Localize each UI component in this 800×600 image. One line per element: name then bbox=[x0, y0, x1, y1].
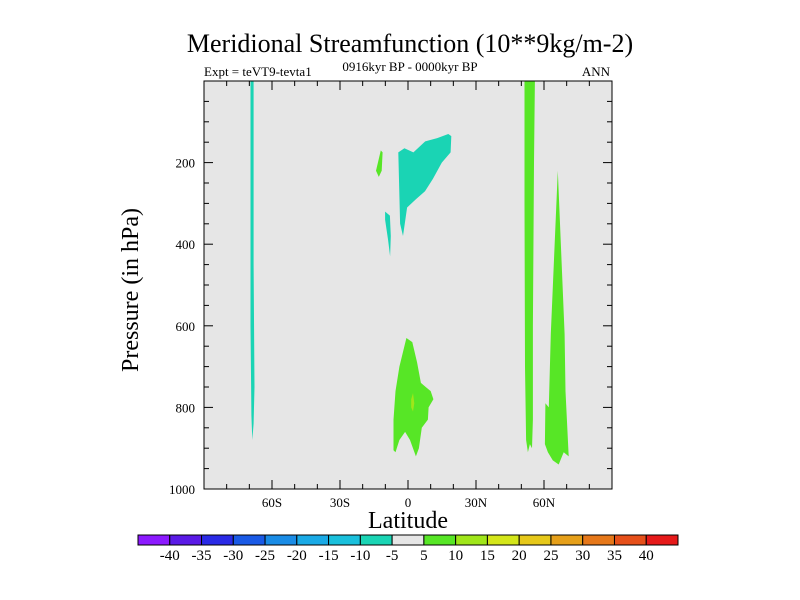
x-tick-label: 60S bbox=[262, 495, 282, 510]
experiment-label: Expt = teVT9-tevta1 bbox=[204, 64, 312, 79]
colorbar-swatch bbox=[328, 534, 361, 546]
contour-region-neg-upper-cell bbox=[398, 134, 452, 236]
y-tick-label: 400 bbox=[176, 237, 196, 252]
colorbar-swatch bbox=[486, 534, 520, 546]
x-tick-label: 30S bbox=[330, 495, 350, 510]
contour-region-pos-60n-column bbox=[544, 170, 569, 465]
colorbar bbox=[137, 534, 679, 546]
colorbar-label: -20 bbox=[287, 548, 307, 564]
contour-region-neg-small-blob bbox=[385, 211, 391, 257]
x-tick-label: 60N bbox=[533, 495, 556, 510]
y-tick-label: 800 bbox=[176, 400, 196, 415]
colorbar-swatch bbox=[264, 534, 298, 546]
colorbar-swatch bbox=[232, 534, 266, 546]
colorbar-label: -35 bbox=[192, 548, 212, 564]
contour-region-pos-small-blob bbox=[376, 150, 383, 177]
colorbar-swatch bbox=[296, 534, 330, 546]
colorbar-label: -15 bbox=[319, 548, 339, 564]
colorbar-label: -5 bbox=[386, 548, 399, 564]
colorbar-labels: -40 -35 -30 -25 -20 -15 -10 -5 5 10 15 20 25 30 35 40 bbox=[160, 548, 654, 564]
colorbar-label: 35 bbox=[607, 548, 622, 564]
colorbar-label: 20 bbox=[512, 548, 527, 564]
colorbar-label: 40 bbox=[639, 548, 654, 564]
colorbar-label: 15 bbox=[480, 548, 495, 564]
colorbar-swatch bbox=[613, 534, 647, 546]
contour-regions bbox=[250, 81, 569, 465]
x-tick-label: 30N bbox=[465, 495, 488, 510]
colorbar-swatch bbox=[391, 534, 425, 546]
colorbar-label: -10 bbox=[350, 548, 370, 564]
colorbar-swatch bbox=[455, 534, 488, 546]
colorbar-swatch bbox=[582, 534, 615, 546]
x-axis-ticks: 60S 30S 0 30N 60N bbox=[203, 81, 613, 510]
colorbar-label: -25 bbox=[255, 548, 275, 564]
chart-title: Meridional Streamfunction (10**9kg/m-2) bbox=[187, 29, 633, 58]
x-tick-label: 0 bbox=[405, 495, 412, 510]
colorbar-label: 30 bbox=[575, 548, 590, 564]
x-axis-label: Latitude bbox=[368, 508, 448, 534]
minor-ticks bbox=[204, 81, 612, 489]
contour-region-pos-lower-core bbox=[411, 393, 415, 412]
contour-region-neg-60s-column bbox=[250, 81, 255, 440]
season-label: ANN bbox=[582, 64, 611, 79]
period-label: 0916kyr BP - 0000kyr BP bbox=[342, 59, 477, 74]
colorbar-swatch bbox=[645, 534, 679, 546]
colorbar-label: 10 bbox=[448, 548, 463, 564]
colorbar-label: -40 bbox=[160, 548, 180, 564]
y-axis-label: Pressure (in hPa) bbox=[118, 208, 144, 372]
colorbar-swatch bbox=[550, 534, 584, 546]
plot-frame bbox=[203, 80, 613, 490]
y-tick-label: 600 bbox=[176, 319, 196, 334]
colorbar-swatch bbox=[518, 534, 552, 546]
colorbar-swatch bbox=[423, 534, 457, 546]
colorbar-swatch bbox=[137, 534, 171, 546]
y-axis-ticks: 200 400 600 800 1000 bbox=[169, 80, 612, 497]
colorbar-label: 5 bbox=[420, 548, 428, 564]
y-tick-label: 1000 bbox=[169, 482, 195, 497]
y-tick-label: 200 bbox=[176, 156, 196, 171]
colorbar-swatch bbox=[201, 534, 234, 546]
colorbar-swatch bbox=[359, 534, 393, 546]
colorbar-label: -30 bbox=[223, 548, 243, 564]
colorbar-swatch bbox=[169, 534, 203, 546]
colorbar-label: 25 bbox=[543, 548, 558, 564]
contour-region-pos-50n-column bbox=[524, 81, 535, 453]
